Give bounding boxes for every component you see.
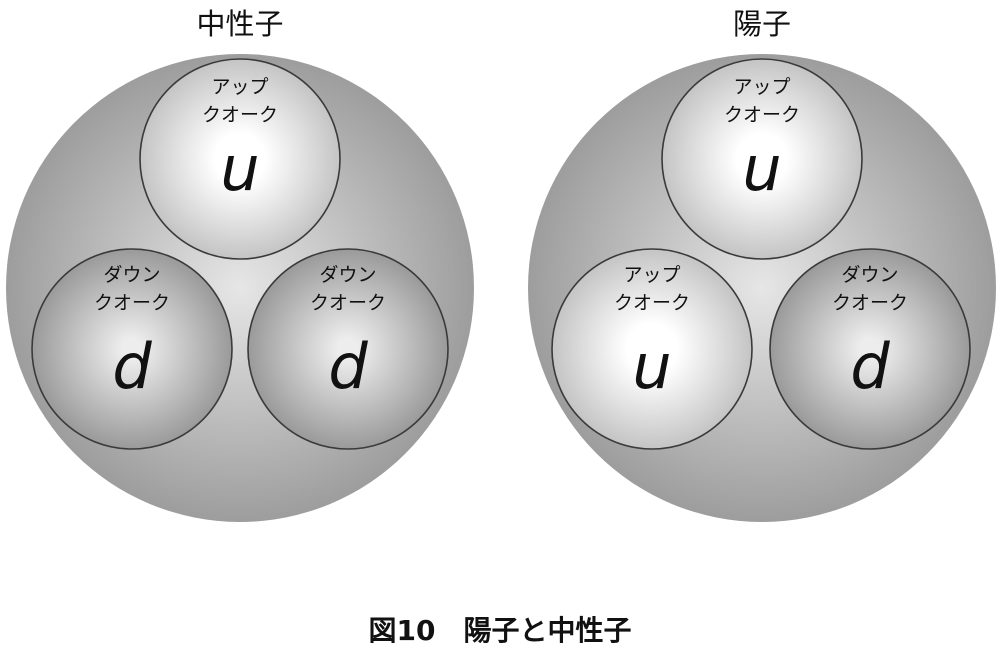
- neutron-quark-top-circle: [139, 58, 341, 260]
- proton-quark-right-name-line2: クオーク: [832, 292, 908, 314]
- proton-quark-top: アップ クオーク u: [661, 58, 863, 260]
- proton-quark-top-circle: [661, 58, 863, 260]
- neutron-quark-left: ダウン クオーク d: [31, 248, 233, 450]
- neutron-title: 中性子: [196, 7, 283, 41]
- proton-quark-top-symbol: u: [742, 132, 781, 205]
- neutron-quark-right-name-line2: クオーク: [310, 292, 386, 314]
- proton-quark-left-circle: [551, 248, 753, 450]
- neutron-group: 中性子 アップ クオーク u ダウン クオーク d ダウン クオーク d: [6, 7, 474, 522]
- neutron-quark-left-symbol: d: [112, 330, 152, 403]
- proton-title: 陽子: [733, 7, 791, 41]
- figure-caption: 図10 陽子と中性子: [369, 614, 632, 647]
- proton-quark-top-name-line1: アップ: [733, 76, 790, 98]
- proton-quark-right: ダウン クオーク d: [769, 248, 971, 450]
- neutron-quark-top-name-line1: アップ: [211, 76, 268, 98]
- proton-quark-left-name-line2: クオーク: [614, 292, 690, 314]
- proton-quark-left: アップ クオーク u: [551, 248, 753, 450]
- neutron-quark-right-name-line1: ダウン: [319, 264, 376, 286]
- neutron-quark-right: ダウン クオーク d: [247, 248, 449, 450]
- proton-quark-right-name-line1: ダウン: [841, 264, 898, 286]
- neutron-quark-top-name-line2: クオーク: [202, 104, 278, 126]
- neutron-quark-top: アップ クオーク u: [139, 58, 341, 260]
- proton-quark-right-circle: [769, 248, 971, 450]
- neutron-quark-left-circle: [31, 248, 233, 450]
- proton-group: 陽子 アップ クオーク u アップ クオーク u ダウン クオーク d: [528, 7, 996, 522]
- neutron-quark-right-symbol: d: [328, 330, 368, 403]
- proton-quark-left-symbol: u: [632, 330, 671, 403]
- neutron-quark-left-name-line1: ダウン: [103, 264, 160, 286]
- proton-quark-top-name-line2: クオーク: [724, 104, 800, 126]
- proton-quark-left-name-line1: アップ: [623, 264, 680, 286]
- neutron-quark-left-name-line2: クオーク: [94, 292, 170, 314]
- proton-quark-right-symbol: d: [850, 330, 890, 403]
- neutron-quark-right-circle: [247, 248, 449, 450]
- neutron-quark-top-symbol: u: [220, 132, 259, 205]
